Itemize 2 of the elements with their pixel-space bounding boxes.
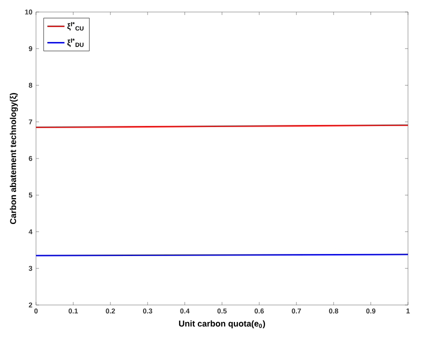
x-axis-title: Unit carbon quota(e$_{0}$) bbox=[179, 320, 266, 328]
y-axis-title: Carbon abatement technology(ξ) bbox=[10, 93, 18, 224]
